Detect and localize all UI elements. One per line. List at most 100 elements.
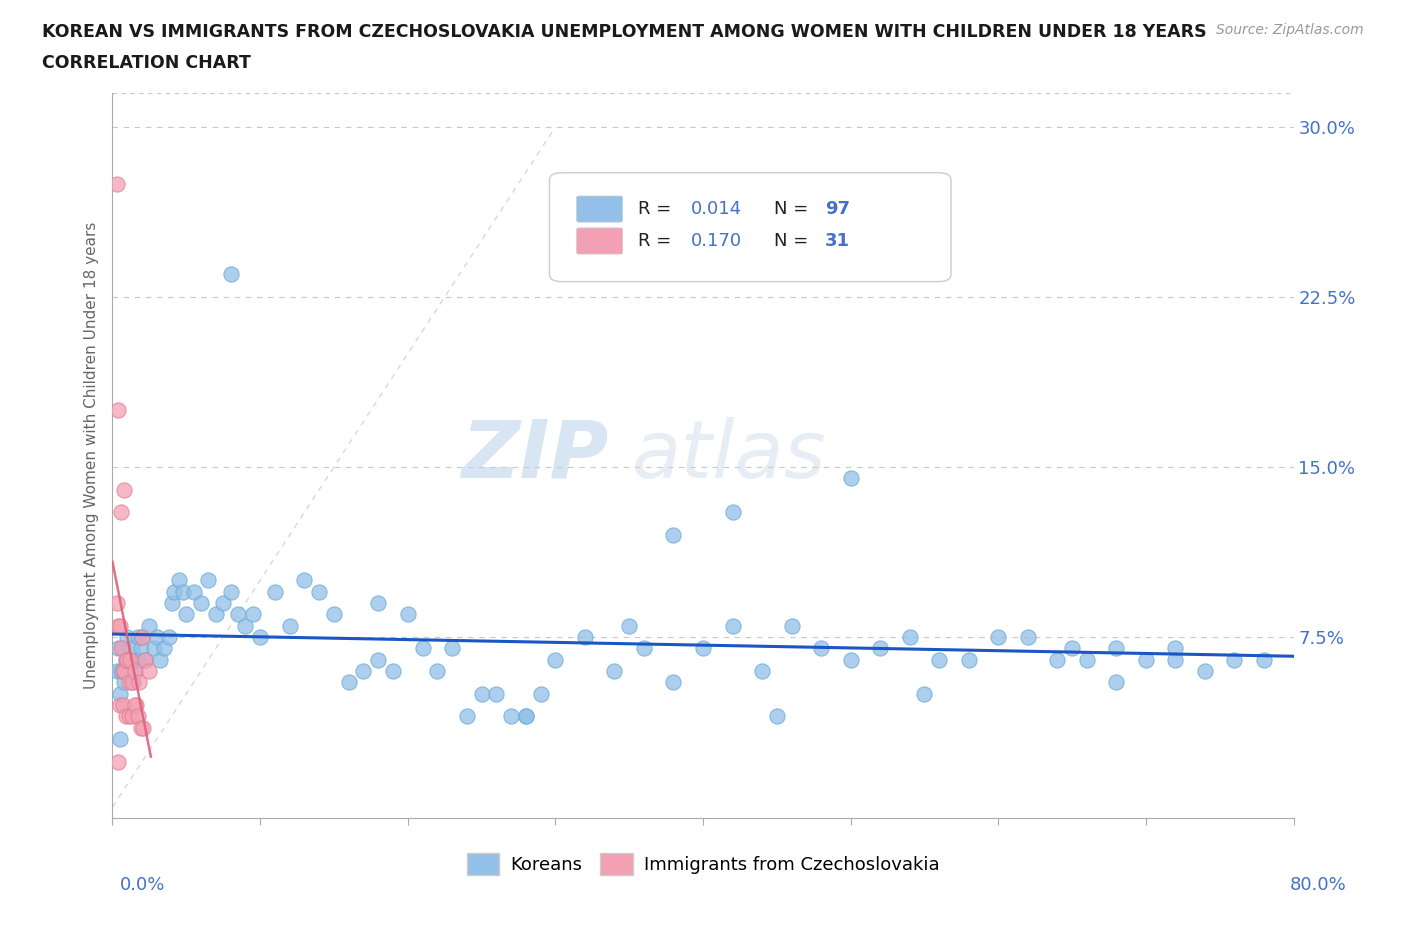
Point [163, 584, 186, 599]
Point [308, 584, 330, 599]
Point [485, 686, 508, 701]
Point [839, 471, 862, 485]
Point [174, 607, 197, 622]
Point [292, 573, 315, 588]
Text: N =: N = [773, 232, 814, 250]
Point [110, 664, 132, 679]
Point [127, 709, 149, 724]
Point [456, 709, 478, 724]
Point [134, 652, 156, 667]
Point [127, 630, 149, 644]
Text: ZIP: ZIP [461, 417, 609, 495]
Point [138, 664, 160, 679]
Text: Source: ZipAtlas.com: Source: ZipAtlas.com [1216, 23, 1364, 37]
Point [515, 709, 537, 724]
Text: KOREAN VS IMMIGRANTS FROM CZECHOSLOVAKIA UNEMPLOYMENT AMONG WOMEN WITH CHILDREN : KOREAN VS IMMIGRANTS FROM CZECHOSLOVAKIA… [42, 23, 1206, 41]
Point [1164, 641, 1187, 656]
Text: CORRELATION CHART: CORRELATION CHART [42, 54, 252, 72]
Point [662, 527, 685, 542]
Point [249, 630, 271, 644]
Point [619, 618, 641, 633]
Point [197, 573, 219, 588]
Point [111, 698, 134, 712]
Point [219, 584, 242, 599]
Point [121, 641, 143, 656]
Point [112, 664, 135, 679]
Point [780, 618, 803, 633]
Point [142, 641, 165, 656]
Point [1194, 664, 1216, 679]
Point [869, 641, 891, 656]
Y-axis label: Unemployment Among Women with Children Under 18 years: Unemployment Among Women with Children U… [84, 222, 100, 689]
Point [124, 664, 146, 679]
Point [396, 607, 419, 622]
Point [134, 652, 156, 667]
Text: R =: R = [638, 200, 678, 218]
Text: 0.014: 0.014 [692, 200, 742, 218]
Text: 31: 31 [825, 232, 849, 250]
Point [190, 595, 212, 610]
Point [125, 698, 148, 712]
Point [1253, 652, 1275, 667]
Legend: Koreans, Immigrants from Czechoslovakia: Koreans, Immigrants from Czechoslovakia [460, 845, 946, 882]
Text: N =: N = [773, 200, 814, 218]
Point [1017, 630, 1039, 644]
Point [352, 664, 374, 679]
Point [131, 630, 153, 644]
Point [111, 664, 134, 679]
Point [633, 641, 655, 656]
Point [111, 641, 134, 656]
Point [264, 584, 287, 599]
Point [107, 403, 129, 418]
Point [105, 176, 128, 191]
Point [117, 664, 138, 679]
Point [110, 505, 132, 520]
Point [107, 754, 129, 769]
Point [529, 686, 551, 701]
Point [323, 607, 346, 622]
Text: 0.0%: 0.0% [120, 876, 165, 894]
Point [105, 664, 128, 679]
Point [411, 641, 433, 656]
Point [167, 573, 190, 588]
Point [928, 652, 950, 667]
Point [114, 652, 136, 667]
Point [544, 652, 567, 667]
Point [108, 618, 131, 633]
Point [441, 641, 464, 656]
Point [751, 664, 773, 679]
Point [337, 675, 360, 690]
Text: atlas: atlas [633, 417, 827, 495]
Point [131, 630, 153, 644]
Point [839, 652, 862, 667]
Point [114, 709, 136, 724]
Text: R =: R = [638, 232, 678, 250]
Point [205, 607, 228, 622]
Point [118, 709, 141, 724]
Point [146, 630, 169, 644]
Point [114, 652, 136, 667]
Point [367, 595, 389, 610]
Point [124, 698, 146, 712]
Point [183, 584, 205, 599]
Point [128, 675, 150, 690]
Point [766, 709, 789, 724]
Text: 97: 97 [825, 200, 849, 218]
Point [898, 630, 921, 644]
Point [987, 630, 1010, 644]
Point [1105, 675, 1128, 690]
FancyBboxPatch shape [550, 173, 950, 282]
Point [120, 652, 142, 667]
Point [112, 675, 135, 690]
Point [112, 483, 135, 498]
Point [105, 595, 128, 610]
Point [233, 618, 256, 633]
Point [226, 607, 249, 622]
Point [108, 686, 131, 701]
Point [132, 720, 155, 735]
Point [470, 686, 494, 701]
Point [120, 652, 142, 667]
Point [515, 709, 537, 724]
Point [914, 686, 936, 701]
Point [426, 664, 449, 679]
